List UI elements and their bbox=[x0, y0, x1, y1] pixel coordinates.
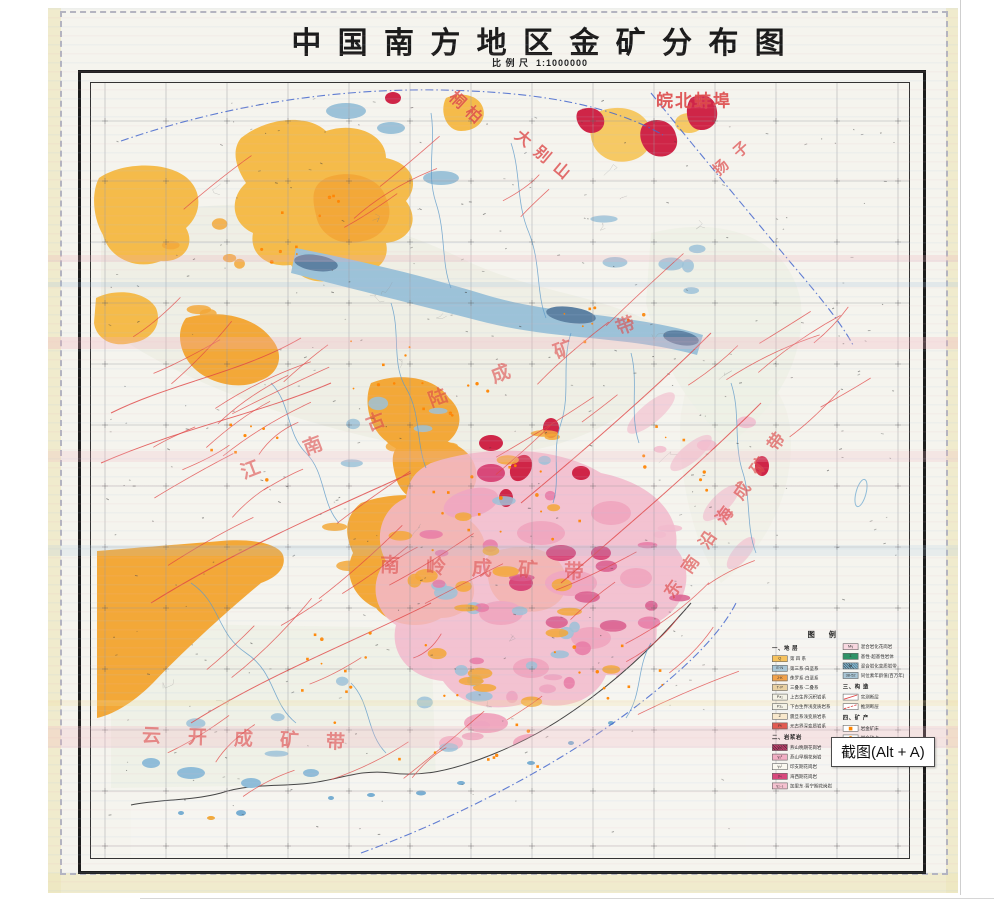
legend-item-label: 燕山晚期花岗岩 bbox=[790, 744, 822, 750]
legend-item-label: 第三系·白垩系 bbox=[790, 665, 819, 671]
legend-swatch: γ₅¹ bbox=[772, 763, 788, 770]
legend-column-right: Mγ 混合岩化花岗岩 Σ 基性·超基性岩体 M 混合岩化变质岩带 38-52 同位素年龄值(百… bbox=[842, 642, 916, 791]
legend-item: E·N 第三系·白垩系 bbox=[772, 663, 843, 673]
legend-swatch: Σ bbox=[842, 652, 859, 660]
paper-edge-right bbox=[946, 8, 958, 893]
map-title: 中 国 南 方 地 区 金 矿 分 布 图 bbox=[291, 27, 789, 60]
page-vertical-rule bbox=[960, 0, 961, 895]
crimson-patches bbox=[385, 92, 769, 507]
legend-item: Pz₂ 上古生界沉积岩系 bbox=[772, 692, 843, 702]
legend-swatch: E·N bbox=[772, 664, 788, 672]
legend-swatch: Pz₂ bbox=[772, 693, 788, 701]
legend-item-label: 同位素年龄值(百万年) bbox=[860, 672, 905, 678]
legend-item: 岩金矿床 bbox=[842, 723, 916, 733]
legend-item: γ₅² 燕山早期花岗岩 bbox=[772, 752, 843, 762]
tectonic-boundaries bbox=[120, 89, 854, 854]
legend-section-header: 一、地 层 bbox=[772, 645, 799, 652]
legend-swatch: 38-52 bbox=[842, 671, 859, 679]
map-frame-outer bbox=[78, 70, 926, 874]
legend-item-label: 下古生界浅变质岩系 bbox=[790, 703, 831, 710]
legend-item: γ₅³ 燕山晚期花岗岩 bbox=[772, 742, 843, 752]
rivers bbox=[190, 112, 757, 754]
legend-item: Pt 元古界深变质岩系 bbox=[772, 721, 843, 731]
legend-item-label: 实测断层 bbox=[860, 694, 879, 700]
grid-cross-ticks bbox=[102, 118, 901, 849]
legend-item: 38-52 同位素年龄值(百万年) bbox=[842, 670, 916, 680]
legend-item: Mγ 混合岩化花岗岩 bbox=[842, 642, 916, 652]
legend-item-label: 混合岩化变质岩带 bbox=[860, 662, 897, 669]
map-canvas bbox=[91, 83, 909, 858]
legend-item: T·P 三叠系·二叠系 bbox=[772, 682, 843, 692]
legend-item: γ₂₋₃ 加里东·晋宁期花岗岩 bbox=[772, 781, 843, 791]
paper-edge-bottom bbox=[48, 873, 958, 893]
legend-swatch: γ₂₋₃ bbox=[772, 782, 788, 789]
graticule-grid bbox=[91, 83, 909, 858]
legend-swatch: Z bbox=[772, 712, 788, 720]
screenshot-tooltip: 截图(Alt + A) bbox=[831, 737, 935, 767]
legend-swatch: γ₅³ bbox=[772, 743, 788, 751]
legend-item-label: 三叠系·二叠系 bbox=[790, 684, 819, 690]
legend-item-label: 印支期花岗岩 bbox=[790, 763, 817, 770]
legend-item: γ₅¹ 印支期花岗岩 bbox=[772, 762, 843, 772]
legend-item-label: 岩金矿床 bbox=[860, 725, 879, 731]
legend-section-header: 四、矿 产 bbox=[842, 714, 869, 721]
legend-item: Z 震旦系浅变质岩系 bbox=[772, 711, 843, 721]
legend-swatch: Q bbox=[772, 655, 788, 662]
map-scale: 比 例 尺 1:1000000 bbox=[130, 56, 950, 69]
legend-item-label: 震旦系浅变质岩系 bbox=[790, 713, 826, 719]
legend-item-label: 加里东·晋宁期花岗岩 bbox=[790, 782, 832, 789]
paper-edge-left bbox=[48, 8, 61, 893]
legend-swatch: γ₄ bbox=[772, 772, 788, 780]
legend-swatch: J·K bbox=[772, 674, 788, 681]
scale-value: 1:1000000 bbox=[535, 58, 589, 68]
legend-title: 图 例 bbox=[807, 630, 843, 639]
legend-item: Pz₁ 下古生界浅变质岩系 bbox=[772, 702, 843, 712]
legend-item-label: 海西期花岗岩 bbox=[790, 773, 817, 779]
legend-item: γ₄ 海西期花岗岩 bbox=[772, 771, 843, 781]
legend-item: J·K 侏罗系·白垩系 bbox=[772, 673, 843, 683]
legend-swatch: Pz₁ bbox=[772, 703, 788, 710]
page-horizontal-rule bbox=[140, 898, 994, 899]
legend-item-label: 燕山早期花岗岩 bbox=[790, 754, 822, 760]
legend-item: 推测断层 bbox=[842, 702, 916, 712]
screenshot-tooltip-text: 截图(Alt + A) bbox=[841, 744, 925, 761]
legend-item-label: 元古界深变质岩系 bbox=[790, 722, 826, 729]
legend-swatch: T·P bbox=[772, 683, 788, 691]
map-frame-inner bbox=[90, 82, 910, 859]
major-faults bbox=[100, 332, 762, 724]
legend-section-header: 二、岩浆岩 bbox=[772, 734, 803, 740]
gold-deposit-dots bbox=[210, 194, 709, 768]
legend-swatch bbox=[842, 703, 859, 710]
fault-lines bbox=[132, 135, 871, 797]
scale-label: 比 例 尺 bbox=[491, 58, 529, 68]
legend-swatch: Mγ bbox=[842, 643, 859, 650]
legend-swatch: γ₅² bbox=[772, 753, 788, 761]
legend-item-label: 第 四 系 bbox=[790, 655, 807, 662]
sea-and-coast bbox=[130, 478, 909, 858]
legend-section-header: 三、构 造 bbox=[842, 683, 869, 690]
legend-swatch bbox=[842, 724, 859, 732]
legend-item: 实测断层 bbox=[842, 692, 916, 702]
legend-swatch: Pt bbox=[772, 722, 788, 729]
legend-item-label: 上古生界沉积岩系 bbox=[790, 694, 826, 700]
legend-swatch bbox=[842, 693, 859, 701]
legend-item: Σ 基性·超基性岩体 bbox=[842, 651, 916, 661]
legend-item: M 混合岩化变质岩带 bbox=[842, 661, 916, 671]
legend-item-label: 侏罗系·白垩系 bbox=[790, 674, 819, 681]
legend-item-label: 基性·超基性岩体 bbox=[860, 653, 894, 659]
legend-item-label: 推测断层 bbox=[860, 703, 879, 710]
map-speckle-texture bbox=[106, 97, 897, 835]
legend-item-label: 混合岩化花岗岩 bbox=[860, 643, 893, 650]
legend-swatch: M bbox=[842, 662, 859, 669]
